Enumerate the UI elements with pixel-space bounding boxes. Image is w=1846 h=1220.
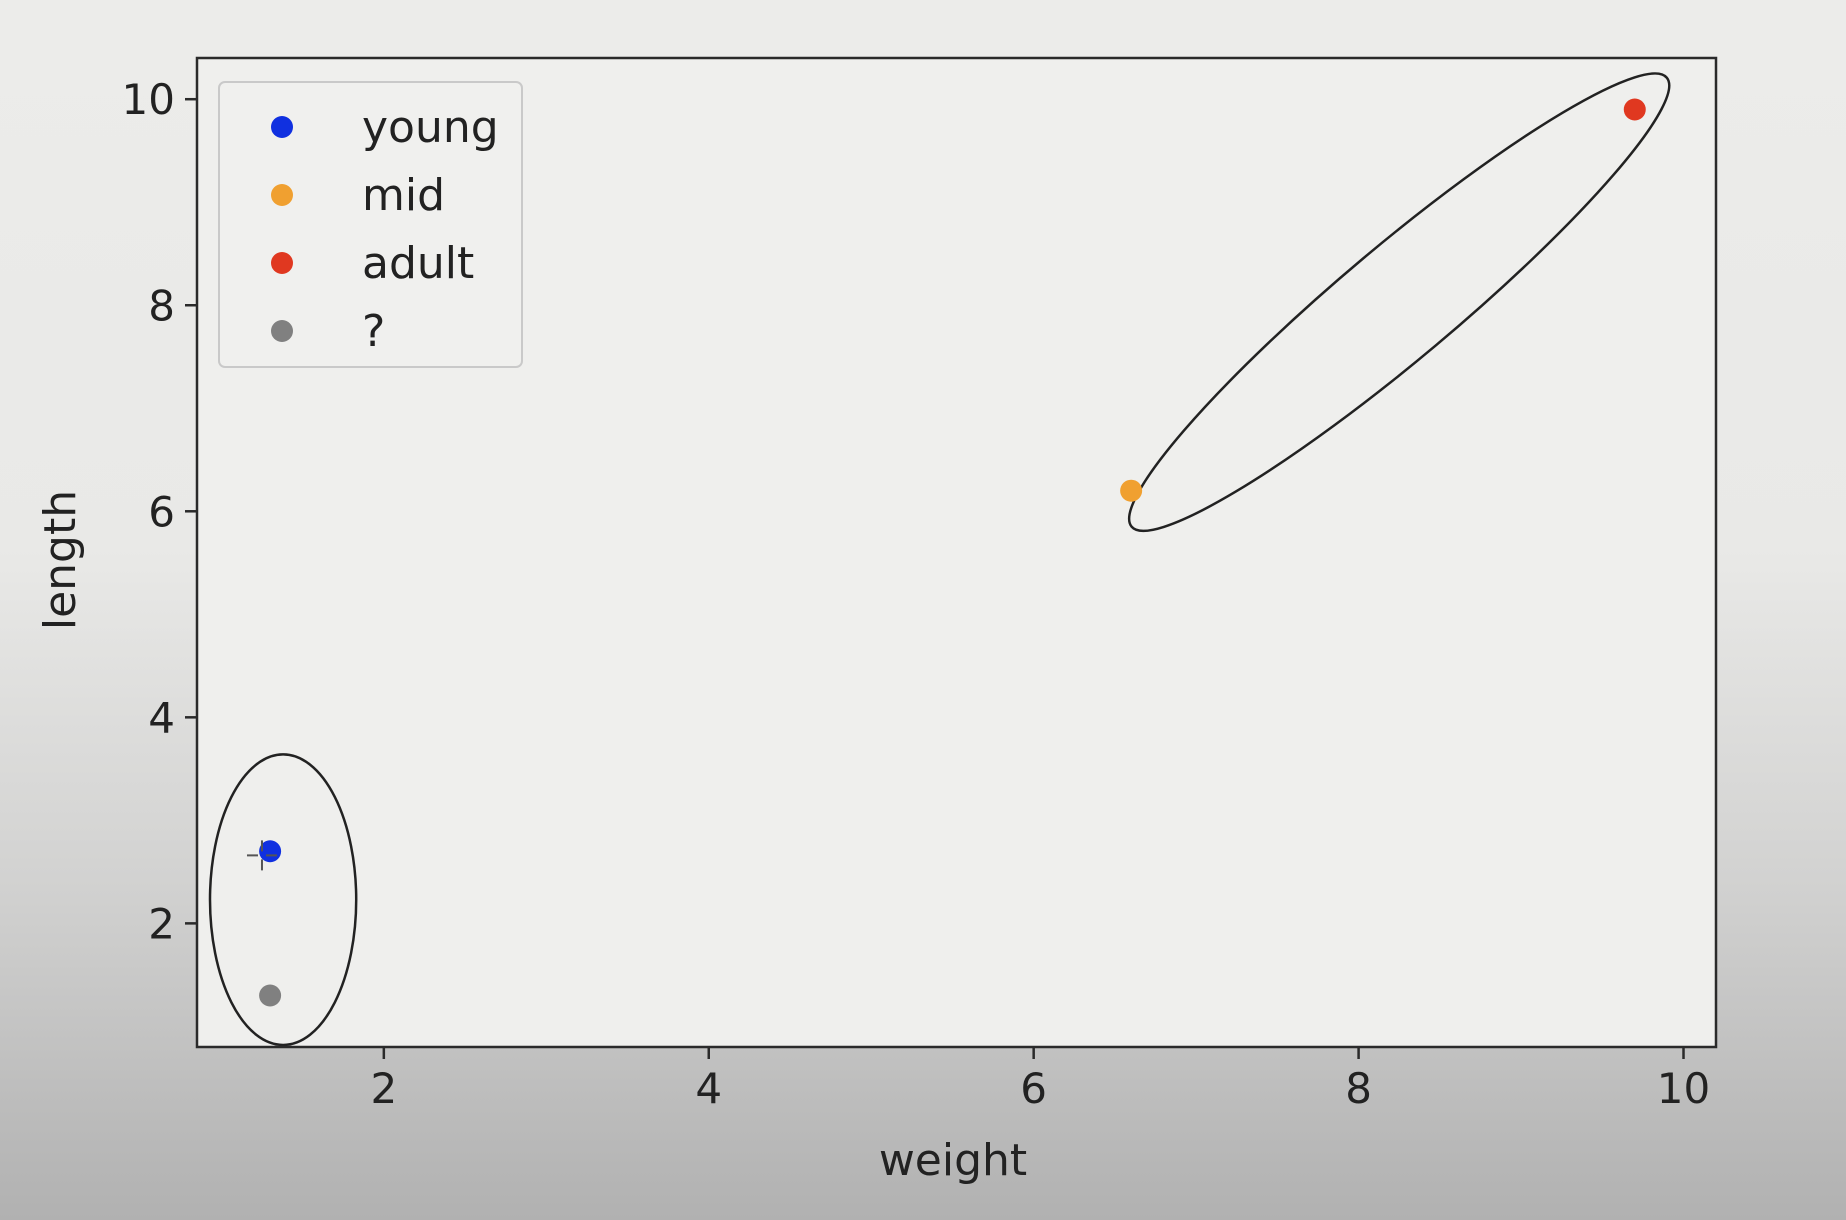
annotation-ellipse [1127, 72, 1671, 533]
y-tick-label: 2 [148, 899, 175, 948]
x-tick-label: 8 [1345, 1064, 1372, 1113]
legend-marker [271, 320, 293, 342]
legend-label: ? [362, 306, 385, 357]
x-tick-label: 4 [695, 1064, 722, 1113]
legend-label: adult [362, 238, 474, 289]
legend-label: young [362, 102, 499, 153]
x-axis-ticks: 2 4 6 8 10 [370, 1047, 1710, 1113]
y-tick-label: 8 [148, 281, 175, 330]
legend-marker [271, 116, 293, 138]
y-tick-label: 6 [148, 487, 175, 536]
plot-frame [195, 56, 1718, 1049]
x-tick-label: 10 [1657, 1064, 1710, 1113]
y-tick-label: 4 [148, 693, 175, 742]
x-tick-label: 2 [370, 1064, 397, 1113]
y-tick-label: 10 [122, 75, 175, 124]
cursor-icon [246, 840, 277, 871]
data-point [1623, 98, 1646, 121]
x-tick-label: 6 [1020, 1064, 1047, 1113]
legend: young mid adult? [218, 81, 523, 368]
data-point [259, 840, 282, 863]
data-points [246, 98, 1646, 1007]
annotation-ellipse [208, 753, 358, 1047]
annotation-layer [208, 72, 1671, 1047]
legend-frame [218, 81, 523, 368]
data-point [259, 984, 282, 1007]
y-axis-label: length [35, 490, 86, 630]
legend-label: mid [362, 170, 445, 221]
x-axis-label: weight [879, 1135, 1027, 1186]
legend-marker [271, 252, 293, 274]
y-axis-ticks: 2 4 6 8 10 [122, 75, 197, 948]
legend-items: young mid adult? [271, 102, 499, 357]
legend-marker [271, 184, 293, 206]
data-point [1120, 479, 1143, 502]
